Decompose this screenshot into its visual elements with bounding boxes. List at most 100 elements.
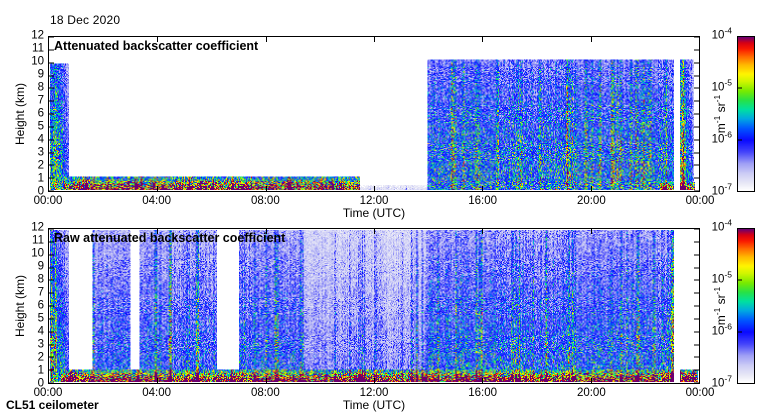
colorbar-tick-mark — [738, 139, 742, 141]
x-tick-label: 00:00 — [33, 195, 63, 207]
colorbar-tick-mark — [738, 279, 742, 281]
y-tick-label: 6 — [37, 299, 44, 312]
y-tick-mark — [694, 356, 699, 358]
y-axis-label-top: Height (km) — [13, 82, 27, 146]
y-tick-mark — [49, 241, 54, 243]
x-tick-mark — [482, 378, 484, 383]
colorbar-tick-label: 10-5 — [711, 77, 732, 94]
y-tick-mark — [49, 356, 54, 358]
colorbar-tick-mark — [738, 87, 742, 89]
x-tick-label: 04:00 — [142, 387, 172, 399]
colorbar-tick-label: 10-7 — [711, 181, 732, 198]
y-tick-mark — [694, 254, 699, 256]
heatmap-bottom — [50, 230, 698, 382]
colorbar-unit-bottom: m-1 sr-1 — [712, 286, 728, 326]
y-tick-label: 3 — [37, 338, 44, 351]
y-tick-mark — [49, 37, 54, 38]
x-tick-mark — [482, 37, 484, 42]
x-tick-mark — [265, 186, 267, 191]
y-tick-mark — [694, 113, 699, 115]
y-tick-mark — [49, 164, 54, 166]
y-tick-label: 5 — [37, 120, 44, 133]
x-tick-mark — [590, 37, 592, 42]
x-tick-label: 08:00 — [250, 387, 280, 399]
y-tick-mark — [49, 331, 54, 333]
y-tick-mark — [49, 292, 54, 294]
y-tick-label: 11 — [32, 234, 44, 247]
x-tick-mark — [374, 378, 375, 383]
x-tick-label: 00:00 — [685, 387, 715, 399]
y-tick-mark — [694, 126, 699, 128]
x-tick-mark — [157, 229, 159, 234]
x-tick-mark — [157, 186, 159, 191]
y-tick-mark — [49, 369, 54, 371]
panel-raw-attenuated-backscatter: Raw attenuated backscatter coefficient 0… — [31, 222, 714, 399]
y-tick-label: 4 — [37, 325, 44, 338]
colorbar-top: 10-4 10-5 10-6 10-7 — [712, 26, 755, 197]
y-tick-mark — [694, 344, 699, 345]
y-tick-label: 1 — [37, 364, 44, 377]
y-tick-mark — [694, 87, 699, 89]
x-tick-label: 12:00 — [359, 195, 389, 207]
y-tick-mark — [49, 152, 54, 153]
y-tick-label: 3 — [37, 146, 44, 159]
y-tick-label: 10 — [31, 55, 44, 68]
y-tick-mark — [49, 229, 54, 230]
x-tick-mark — [265, 378, 267, 383]
x-tick-mark — [590, 186, 592, 191]
colorbar-gradient-top — [737, 36, 755, 192]
colorbar-bottom: 10-4 10-5 10-6 10-7 — [712, 218, 755, 389]
x-tick-mark — [374, 37, 375, 42]
y-tick-mark — [694, 37, 699, 38]
x-axis-label-bottom: Time (UTC) — [342, 398, 406, 412]
instrument-label: CL51 ceilometer — [6, 398, 99, 412]
x-tick-label: 00:00 — [33, 387, 63, 399]
y-tick-mark — [694, 369, 699, 371]
x-axis-label-top: Time (UTC) — [342, 206, 406, 220]
y-tick-label: 8 — [37, 273, 44, 286]
y-tick-mark — [49, 177, 54, 179]
y-tick-mark — [694, 62, 699, 64]
colorbar-tick-label: 10-4 — [711, 217, 732, 234]
y-tick-label: 2 — [37, 351, 44, 364]
colorbar-tick-mark — [738, 331, 742, 333]
y-tick-label: 9 — [37, 260, 44, 273]
y-tick-mark — [49, 254, 54, 256]
x-tick-label: 08:00 — [250, 195, 280, 207]
y-tick-mark — [694, 139, 699, 141]
colorbar-tick-label: 10-6 — [711, 129, 732, 146]
y-axis-label-bottom: Height (km) — [13, 274, 27, 338]
y-tick-mark — [694, 318, 699, 320]
colorbar-tick-label: 10-7 — [711, 373, 732, 390]
y-tick-mark — [49, 305, 54, 307]
y-tick-label: 4 — [37, 133, 44, 146]
x-tick-mark — [374, 229, 375, 234]
x-tick-mark — [265, 229, 267, 234]
y-tick-mark — [694, 164, 699, 166]
y-tick-mark — [694, 279, 699, 281]
y-tick-mark — [694, 177, 699, 179]
y-tick-mark — [694, 267, 699, 268]
y-tick-label: 11 — [32, 42, 44, 55]
x-tick-label: 20:00 — [576, 195, 606, 207]
y-tick-label: 7 — [37, 94, 44, 107]
y-tick-label: 9 — [37, 68, 44, 81]
y-tick-mark — [49, 279, 54, 281]
y-tick-mark — [694, 152, 699, 153]
y-tick-label: 12 — [31, 221, 44, 234]
y-tick-label: 7 — [37, 286, 44, 299]
y-tick-label: 1 — [37, 172, 44, 185]
y-tick-mark — [694, 100, 699, 102]
y-tick-mark — [49, 87, 54, 89]
x-tick-label: 20:00 — [576, 387, 606, 399]
y-tick-mark — [49, 139, 54, 141]
y-tick-mark — [49, 318, 54, 320]
y-tick-mark — [49, 344, 54, 345]
y-tick-mark — [49, 113, 54, 115]
y-tick-mark — [694, 229, 699, 230]
x-tick-mark — [482, 186, 484, 191]
colorbar-tick-label: 10-4 — [711, 25, 732, 42]
y-tick-mark — [694, 241, 699, 243]
